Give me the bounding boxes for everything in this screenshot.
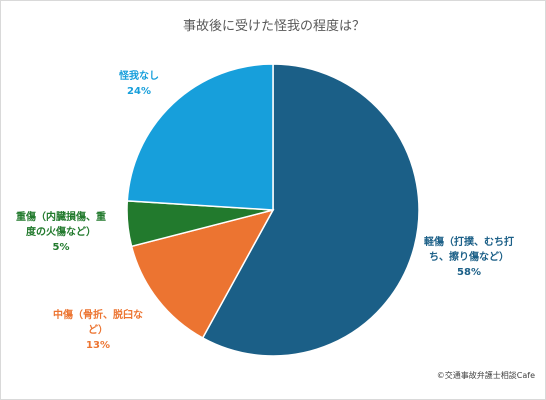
pie-slice-moderate-injury bbox=[130, 208, 275, 339]
chart-title: 事故後に受けた怪我の程度は？ bbox=[182, 19, 365, 34]
data-label-moderate-injury: 中傷（骨折、脱臼など） 13% bbox=[53, 308, 143, 351]
copyright-text: ©交通事故弁護士相談Cafe bbox=[436, 371, 535, 380]
pie-slice-no-injury bbox=[126, 63, 274, 211]
data-label-no-injury: 怪我なし 24% bbox=[119, 69, 159, 97]
data-label-severe-injury: 重傷（内臓損傷、重度の火傷など） 5% bbox=[16, 210, 106, 253]
data-label-light-injury: 軽傷（打撲、むち打ち、擦り傷など） 58% bbox=[424, 235, 514, 278]
pie-slice-light-injury bbox=[201, 63, 420, 357]
